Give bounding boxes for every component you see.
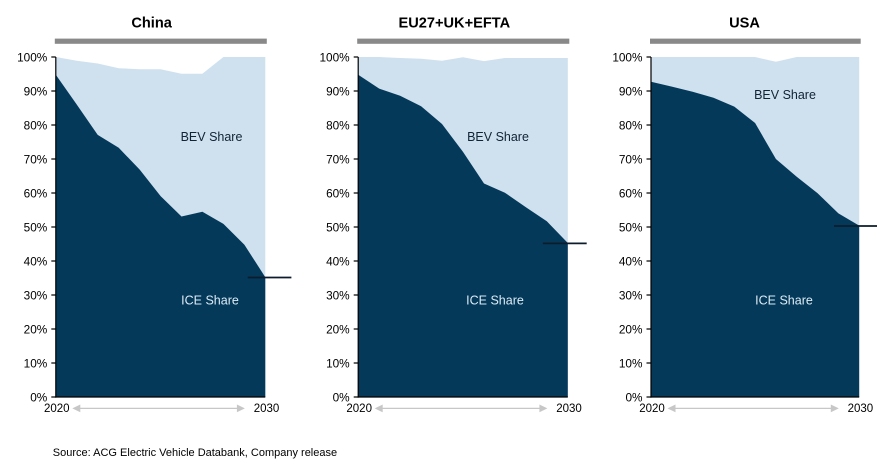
- svg-text:50%: 50%: [24, 220, 48, 234]
- svg-text:2030: 2030: [556, 403, 582, 415]
- svg-text:ICE Share: ICE Share: [466, 293, 524, 307]
- svg-text:40%: 40%: [24, 254, 48, 268]
- svg-text:100%: 100%: [612, 50, 643, 64]
- svg-text:0%: 0%: [333, 390, 351, 404]
- svg-text:0%: 0%: [30, 390, 48, 404]
- svg-text:20%: 20%: [619, 322, 643, 336]
- svg-text:USA: USA: [729, 16, 760, 32]
- svg-text:60%: 60%: [619, 186, 643, 200]
- svg-text:2020: 2020: [44, 403, 70, 415]
- svg-text:20%: 20%: [326, 322, 350, 336]
- svg-text:100%: 100%: [320, 50, 351, 64]
- svg-text:90%: 90%: [24, 84, 48, 98]
- svg-text:30%: 30%: [24, 288, 48, 302]
- svg-text:80%: 80%: [619, 118, 643, 132]
- svg-text:ICE Share: ICE Share: [181, 293, 239, 307]
- svg-text:20%: 20%: [24, 322, 48, 336]
- svg-text:60%: 60%: [24, 186, 48, 200]
- svg-text:2030: 2030: [254, 403, 280, 415]
- svg-text:40%: 40%: [326, 254, 350, 268]
- svg-text:0%: 0%: [625, 390, 643, 404]
- svg-text:100%: 100%: [17, 50, 48, 64]
- svg-text:10%: 10%: [619, 356, 643, 370]
- svg-text:2020: 2020: [639, 403, 665, 415]
- svg-text:EU27+UK+EFTA: EU27+UK+EFTA: [398, 16, 510, 32]
- svg-text:70%: 70%: [326, 152, 350, 166]
- svg-text:70%: 70%: [24, 152, 48, 166]
- svg-text:BEV Share: BEV Share: [467, 130, 529, 144]
- svg-text:30%: 30%: [326, 288, 350, 302]
- svg-text:80%: 80%: [326, 118, 350, 132]
- svg-text:70%: 70%: [619, 152, 643, 166]
- svg-text:30%: 30%: [619, 288, 643, 302]
- svg-text:ICE Share: ICE Share: [755, 293, 813, 307]
- svg-text:50%: 50%: [326, 220, 350, 234]
- svg-text:China: China: [131, 16, 172, 32]
- svg-text:80%: 80%: [24, 118, 48, 132]
- svg-text:Source: ACG Electric Vehicle D: Source: ACG Electric Vehicle Databank, C…: [53, 447, 337, 459]
- svg-text:40%: 40%: [619, 254, 643, 268]
- svg-text:BEV Share: BEV Share: [754, 88, 816, 102]
- svg-text:BEV Share: BEV Share: [181, 130, 243, 144]
- svg-text:2030: 2030: [848, 403, 874, 415]
- svg-text:50%: 50%: [619, 220, 643, 234]
- svg-text:60%: 60%: [326, 186, 350, 200]
- svg-text:2020: 2020: [346, 403, 372, 415]
- svg-text:90%: 90%: [619, 84, 643, 98]
- svg-text:10%: 10%: [326, 356, 350, 370]
- svg-text:10%: 10%: [24, 356, 48, 370]
- svg-text:90%: 90%: [326, 84, 350, 98]
